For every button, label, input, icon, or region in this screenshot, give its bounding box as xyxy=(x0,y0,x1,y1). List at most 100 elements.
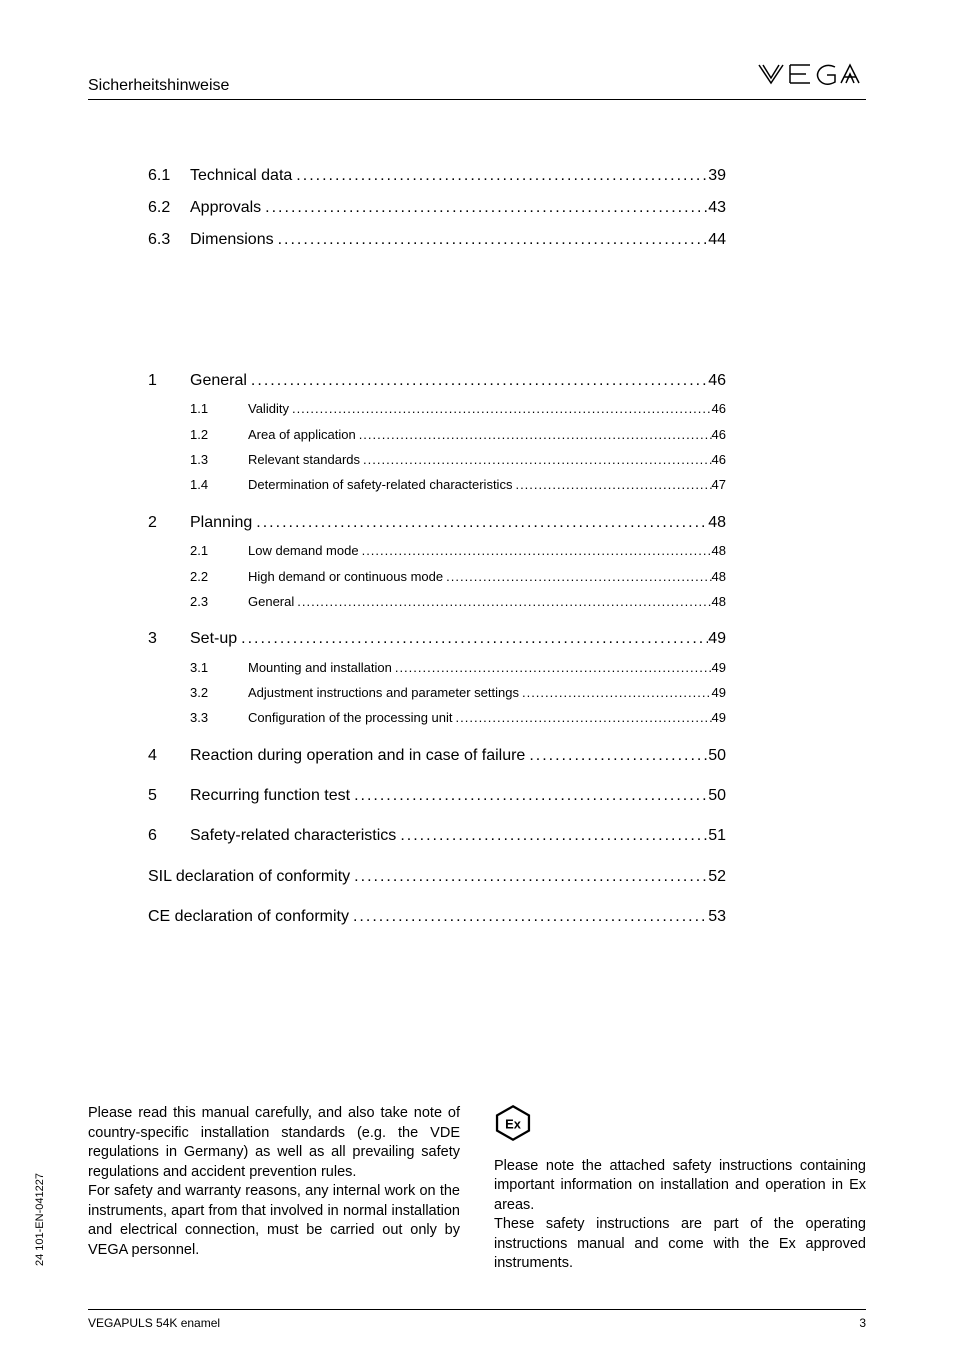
toc-leader: ........................................… xyxy=(519,680,712,705)
toc-label: Safety-related characteristics xyxy=(190,821,396,851)
toc-entry: CE declaration of conformity ...........… xyxy=(148,902,726,932)
toc-leader: ........................................… xyxy=(252,508,708,538)
toc-label: General xyxy=(248,589,294,614)
safety-paragraph: Please read this manual carefully, and a… xyxy=(88,1104,460,1182)
toc-label: CE declaration of conformity xyxy=(148,902,349,932)
toc-num: 3.1 xyxy=(190,655,248,680)
page-header: Sicherheitshinweise xyxy=(88,58,866,100)
toc-page: 43 xyxy=(708,192,726,224)
toc-leader: ........................................… xyxy=(360,447,712,472)
ex-hazard-icon: Ex xyxy=(494,1104,866,1149)
toc-subentry: 1.1 Validity ...........................… xyxy=(190,396,726,421)
toc-label: Relevant standards xyxy=(248,447,360,472)
toc-page: 46 xyxy=(708,366,726,396)
toc-subentry: 3.3 Configuration of the processing unit… xyxy=(190,705,726,730)
toc-leader: ........................................… xyxy=(350,781,708,811)
toc-label: Dimensions xyxy=(190,224,274,256)
toc-page: 49 xyxy=(708,624,726,654)
toc-page: 49 xyxy=(712,655,726,680)
toc-leader: ........................................… xyxy=(359,538,712,563)
toc-num: 1.3 xyxy=(190,447,248,472)
svg-text:Ex: Ex xyxy=(505,1116,522,1131)
toc-subentry: 2.1 Low demand mode ....................… xyxy=(190,538,726,563)
toc-page: 48 xyxy=(708,508,726,538)
toc-label: High demand or continuous mode xyxy=(248,564,443,589)
toc-leader: ........................................… xyxy=(294,589,711,614)
safety-paragraph: Please note the attached safety instruct… xyxy=(494,1157,866,1216)
toc-leader: ........................................… xyxy=(453,705,712,730)
toc-entry: 1 General ..............................… xyxy=(148,366,726,396)
toc-leader: ........................................… xyxy=(247,366,708,396)
toc-label: Planning xyxy=(190,508,252,538)
toc-num: 5 xyxy=(148,781,190,811)
toc-label: Low demand mode xyxy=(248,538,359,563)
toc-num: 3.2 xyxy=(190,680,248,705)
toc-page: 51 xyxy=(708,821,726,851)
page-footer: VEGAPULS 54K enamel 3 xyxy=(88,1309,866,1330)
toc-page: 39 xyxy=(708,160,726,192)
footer-product: VEGAPULS 54K enamel xyxy=(88,1316,220,1330)
toc-page: 49 xyxy=(712,705,726,730)
toc-num: 3.3 xyxy=(190,705,248,730)
toc-entry: 6.3 Dimensions .........................… xyxy=(148,224,726,256)
toc-leader: ........................................… xyxy=(443,564,711,589)
toc-label: Area of application xyxy=(248,422,356,447)
header-title: Sicherheitshinweise xyxy=(88,77,229,95)
toc-label: Validity xyxy=(248,396,289,421)
toc-leader: ........................................… xyxy=(392,655,712,680)
toc-safety-manual: 1 General ..............................… xyxy=(148,366,726,933)
toc-page: 52 xyxy=(708,862,726,892)
toc-page: 46 xyxy=(712,422,726,447)
toc-page: 49 xyxy=(712,680,726,705)
safety-paragraph: For safety and warranty reasons, any int… xyxy=(88,1182,460,1260)
toc-num: 1.4 xyxy=(190,472,248,497)
toc-subentry: 1.3 Relevant standards .................… xyxy=(190,447,726,472)
toc-page: 48 xyxy=(712,538,726,563)
toc-num: 2.1 xyxy=(190,538,248,563)
toc-label: General xyxy=(190,366,247,396)
toc-label: Set-up xyxy=(190,624,237,654)
toc-page: 50 xyxy=(708,741,726,771)
toc-num: 2 xyxy=(148,508,190,538)
toc-entry: 4 Reaction during operation and in case … xyxy=(148,741,726,771)
toc-page: 44 xyxy=(708,224,726,256)
toc-page: 48 xyxy=(712,564,726,589)
toc-leader: ........................................… xyxy=(356,422,712,447)
toc-subentry: 1.4 Determination of safety-related char… xyxy=(190,472,726,497)
toc-page: 46 xyxy=(712,396,726,421)
toc-num: 1.1 xyxy=(190,396,248,421)
toc-num: 3 xyxy=(148,624,190,654)
toc-label: Approvals xyxy=(190,192,261,224)
toc-leader: ........................................… xyxy=(289,396,712,421)
toc-entry: 2 Planning .............................… xyxy=(148,508,726,538)
toc-subentry: 1.2 Area of application ................… xyxy=(190,422,726,447)
toc-page: 46 xyxy=(712,447,726,472)
toc-leader: ........................................… xyxy=(525,741,708,771)
safety-notes: Please read this manual carefully, and a… xyxy=(88,1104,866,1274)
toc-continuation: 6.1 Technical data .....................… xyxy=(148,160,726,256)
document-id: 24 101-EN-041227 xyxy=(34,1173,46,1266)
toc-label: Determination of safety-related characte… xyxy=(248,472,512,497)
toc-num: 2.3 xyxy=(190,589,248,614)
toc-num: 1 xyxy=(148,366,190,396)
toc-page: 53 xyxy=(708,902,726,932)
toc-entry: 6 Safety-related characteristics .......… xyxy=(148,821,726,851)
safety-paragraph: These safety instructions are part of th… xyxy=(494,1215,866,1274)
toc-leader: ........................................… xyxy=(261,192,708,224)
toc-leader: ........................................… xyxy=(237,624,708,654)
toc-leader: ........................................… xyxy=(512,472,711,497)
toc-num: 4 xyxy=(148,741,190,771)
toc-num: 6.3 xyxy=(148,224,190,256)
toc-entry: 6.1 Technical data .....................… xyxy=(148,160,726,192)
toc-label: Technical data xyxy=(190,160,292,192)
toc-num: 1.2 xyxy=(190,422,248,447)
toc-label: Configuration of the processing unit xyxy=(248,705,453,730)
vega-logo xyxy=(756,58,866,95)
toc-leader: ........................................… xyxy=(350,862,708,892)
toc-entry: 5 Recurring function test ..............… xyxy=(148,781,726,811)
toc-leader: ........................................… xyxy=(292,160,708,192)
toc-leader: ........................................… xyxy=(349,902,708,932)
toc-subentry: 3.2 Adjustment instructions and paramete… xyxy=(190,680,726,705)
toc-num: 2.2 xyxy=(190,564,248,589)
toc-subentry: 2.3 General ............................… xyxy=(190,589,726,614)
